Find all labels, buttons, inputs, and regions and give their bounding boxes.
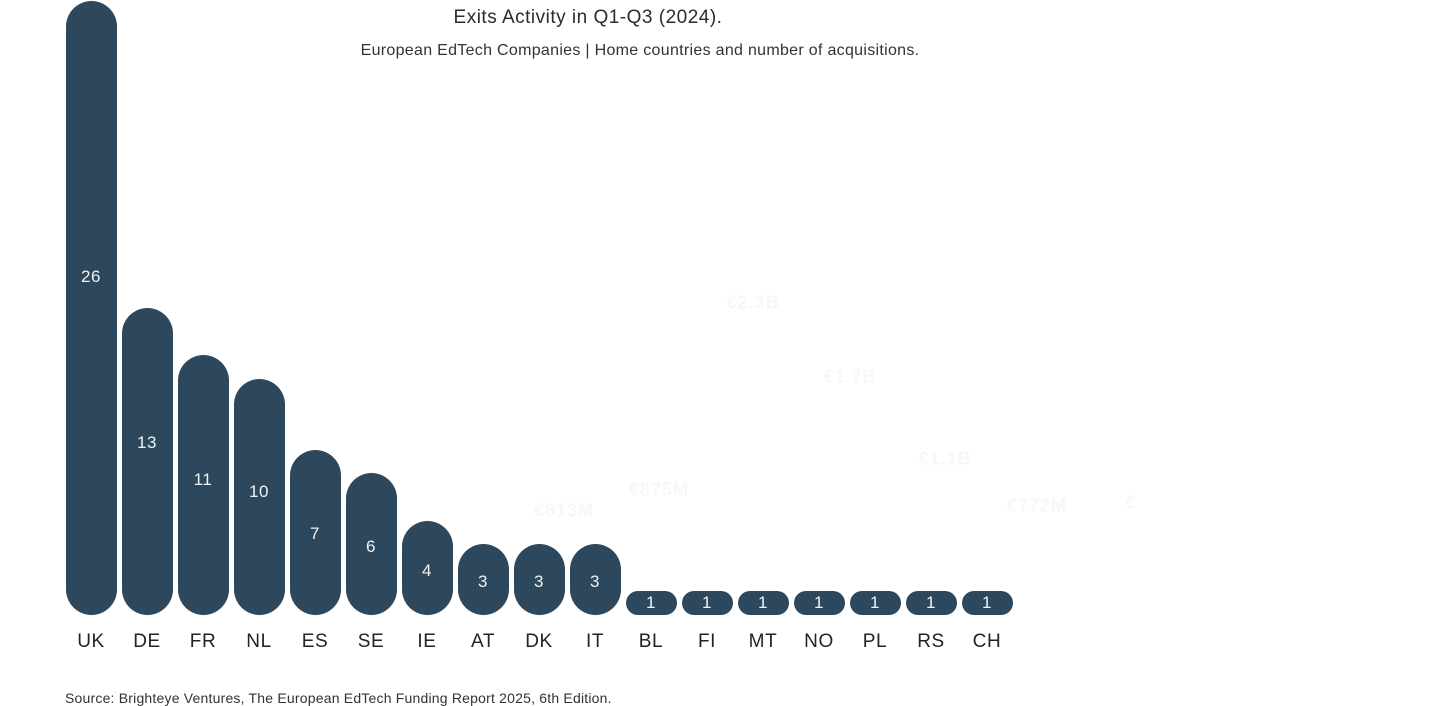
bar-value-label: 3 — [478, 572, 488, 592]
bar-DK: 3 — [513, 544, 565, 615]
bar-NL: 10 — [233, 379, 285, 615]
axis-label-IT: IT — [585, 631, 605, 652]
axis-label-SE: SE — [357, 631, 385, 652]
bar-value-label: 3 — [534, 572, 544, 592]
bar-value-label: 1 — [870, 593, 880, 612]
watermark-text: €1.1B — [918, 448, 972, 469]
bar-FR: 11 — [177, 355, 229, 615]
bar-ES: 7 — [289, 450, 341, 615]
bar-value-label: 1 — [646, 593, 656, 612]
bar-BL: 1 — [625, 591, 677, 615]
axis-label-DE: DE — [133, 631, 161, 652]
bar-PL: 1 — [849, 591, 901, 615]
axis-label-RS: RS — [917, 631, 945, 652]
bar-RS: 1 — [905, 591, 957, 615]
bar-value-label: 1 — [758, 593, 768, 612]
axis-label-IE: IE — [417, 631, 437, 652]
bar-value-label: 6 — [366, 536, 376, 556]
axis-label-BL: BL — [638, 631, 664, 652]
watermark-text: €2.3B — [726, 292, 780, 313]
source-attribution: Source: Brighteye Ventures, The European… — [65, 690, 612, 706]
bar-value-label: 26 — [81, 267, 101, 287]
watermark-text: €875M — [628, 479, 690, 500]
axis-label-DK: DK — [525, 631, 553, 652]
bar-NO: 1 — [793, 591, 845, 615]
bar-value-label: 7 — [310, 524, 320, 544]
bar-IT: 3 — [569, 544, 621, 615]
bar-value-label: 3 — [590, 572, 600, 592]
axis-label-FI: FI — [697, 631, 717, 652]
axis-label-AT: AT — [470, 631, 496, 652]
axis-label-NL: NL — [246, 631, 272, 652]
watermark-text: €1.7B — [823, 366, 877, 387]
axis-label-PL: PL — [862, 631, 888, 652]
bar-value-label: 4 — [422, 560, 432, 580]
bar-value-label: 10 — [249, 482, 269, 502]
bar-value-label: 11 — [193, 469, 213, 489]
bar-UK: 26 — [65, 1, 117, 615]
bar-MT: 1 — [737, 591, 789, 615]
bar-FI: 1 — [681, 591, 733, 615]
chart-subtitle: European EdTech Companies | Home countri… — [360, 42, 920, 59]
bar-IE: 4 — [401, 521, 453, 615]
bar-DE: 13 — [121, 308, 173, 615]
bar-AT: 3 — [457, 544, 509, 615]
bar-value-label: 1 — [926, 593, 936, 612]
axis-label-NO: NO — [804, 631, 834, 652]
axis-label-MT: MT — [748, 631, 778, 652]
axis-label-FR: FR — [189, 631, 217, 652]
bar-SE: 6 — [345, 473, 397, 615]
axis-label-UK: UK — [77, 631, 105, 652]
watermark-text: € — [1125, 492, 1137, 513]
bar-value-label: 1 — [814, 593, 824, 612]
bar-value-label: 13 — [137, 433, 157, 453]
bar-CH: 1 — [961, 591, 1013, 615]
bar-value-label: 1 — [982, 593, 992, 612]
axis-label-CH: CH — [972, 631, 1002, 652]
watermark-text: €813M — [533, 500, 595, 521]
page-title: Exits Activity in Q1-Q3 (2024). — [453, 7, 723, 28]
bar-value-label: 1 — [702, 593, 712, 612]
axis-label-ES: ES — [301, 631, 329, 652]
watermark-text: €772M — [1006, 495, 1068, 516]
